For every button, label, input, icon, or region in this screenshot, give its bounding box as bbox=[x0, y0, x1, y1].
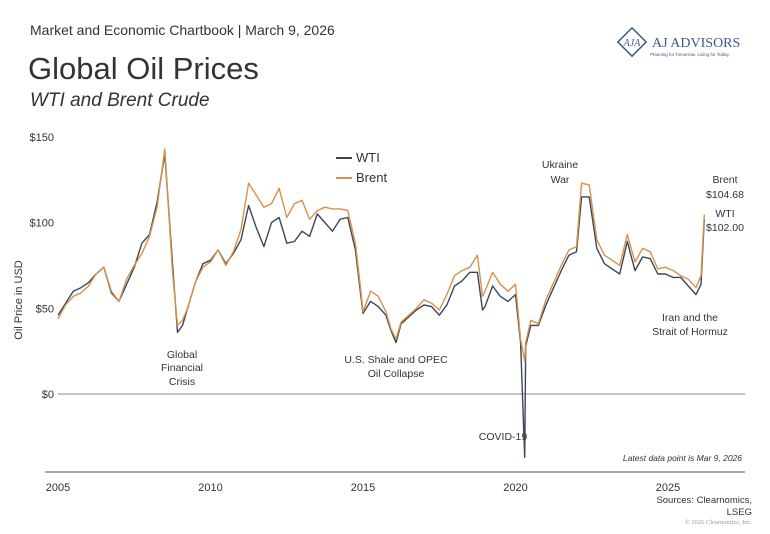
x-tick-label: 2005 bbox=[46, 482, 70, 494]
annotation-wti-value: $102.00 bbox=[706, 222, 744, 234]
y-tick-label: $0 bbox=[42, 389, 54, 401]
annotation-gfc-2: Financial bbox=[161, 362, 203, 374]
legend: WTI Brent bbox=[336, 150, 387, 185]
x-tick-label: 2010 bbox=[198, 482, 222, 494]
annotation-brent-label: Brent bbox=[712, 174, 737, 186]
annotation-wti-label: WTI bbox=[715, 208, 734, 220]
annotations: Global Financial Crisis U.S. Shale and O… bbox=[161, 159, 744, 443]
annotation-ukraine-2: War bbox=[551, 174, 570, 186]
logo-tagline: Planning for Tomorrow. Living for Today. bbox=[650, 52, 730, 57]
annotation-shale-2: Oil Collapse bbox=[368, 368, 425, 380]
annotation-shale-1: U.S. Shale and OPEC bbox=[344, 354, 448, 366]
series-lines bbox=[57, 148, 705, 459]
chart-subtitle: WTI and Brent Crude bbox=[30, 90, 210, 111]
annotation-gfc-1: Global bbox=[167, 349, 197, 361]
y-tick-label: $100 bbox=[30, 218, 54, 230]
y-tick-label: $150 bbox=[30, 132, 54, 144]
x-tick-label: 2020 bbox=[503, 482, 527, 494]
annotation-iran-1: Iran and the bbox=[662, 312, 718, 324]
series-line-brent bbox=[57, 148, 705, 363]
copyright: © 2026 Clearnomics, Inc. bbox=[685, 519, 753, 526]
legend-brent: Brent bbox=[356, 170, 387, 185]
y-tick-label: $50 bbox=[36, 303, 54, 315]
chartbook-header: Market and Economic Chartbook | March 9,… bbox=[30, 22, 335, 38]
latest-data-note: Latest data point is Mar 9, 2026 bbox=[623, 453, 742, 463]
annotation-iran-2: Strait of Hormuz bbox=[652, 326, 728, 338]
x-tick-label: 2015 bbox=[351, 482, 375, 494]
sources-line-2: LSEG bbox=[727, 507, 752, 518]
sources-line-1: Sources: Clearnomics, bbox=[656, 495, 752, 506]
logo-diamond-icon bbox=[616, 26, 648, 58]
x-axis: 2005 2010 2015 2020 2025 bbox=[46, 482, 680, 494]
annotation-ukraine-1: Ukraine bbox=[542, 159, 578, 171]
logo-monogram: AJA bbox=[623, 38, 642, 49]
logo-text: AJ ADVISORS bbox=[652, 36, 740, 51]
annotation-gfc-3: Crisis bbox=[169, 376, 195, 388]
x-tick-label: 2025 bbox=[656, 482, 680, 494]
annotation-covid: COVID-19 bbox=[479, 431, 528, 443]
y-axis-label: Oil Price in USD bbox=[13, 260, 25, 340]
legend-wti: WTI bbox=[356, 150, 380, 165]
y-axis: $150 $100 $50 $0 bbox=[30, 132, 745, 473]
logo: AJA AJ ADVISORS Planning for Tomorrow. L… bbox=[616, 26, 740, 58]
series-line-wti bbox=[57, 153, 705, 459]
annotation-brent-value: $104.68 bbox=[706, 189, 744, 201]
chart-title: Global Oil Prices bbox=[28, 51, 259, 86]
